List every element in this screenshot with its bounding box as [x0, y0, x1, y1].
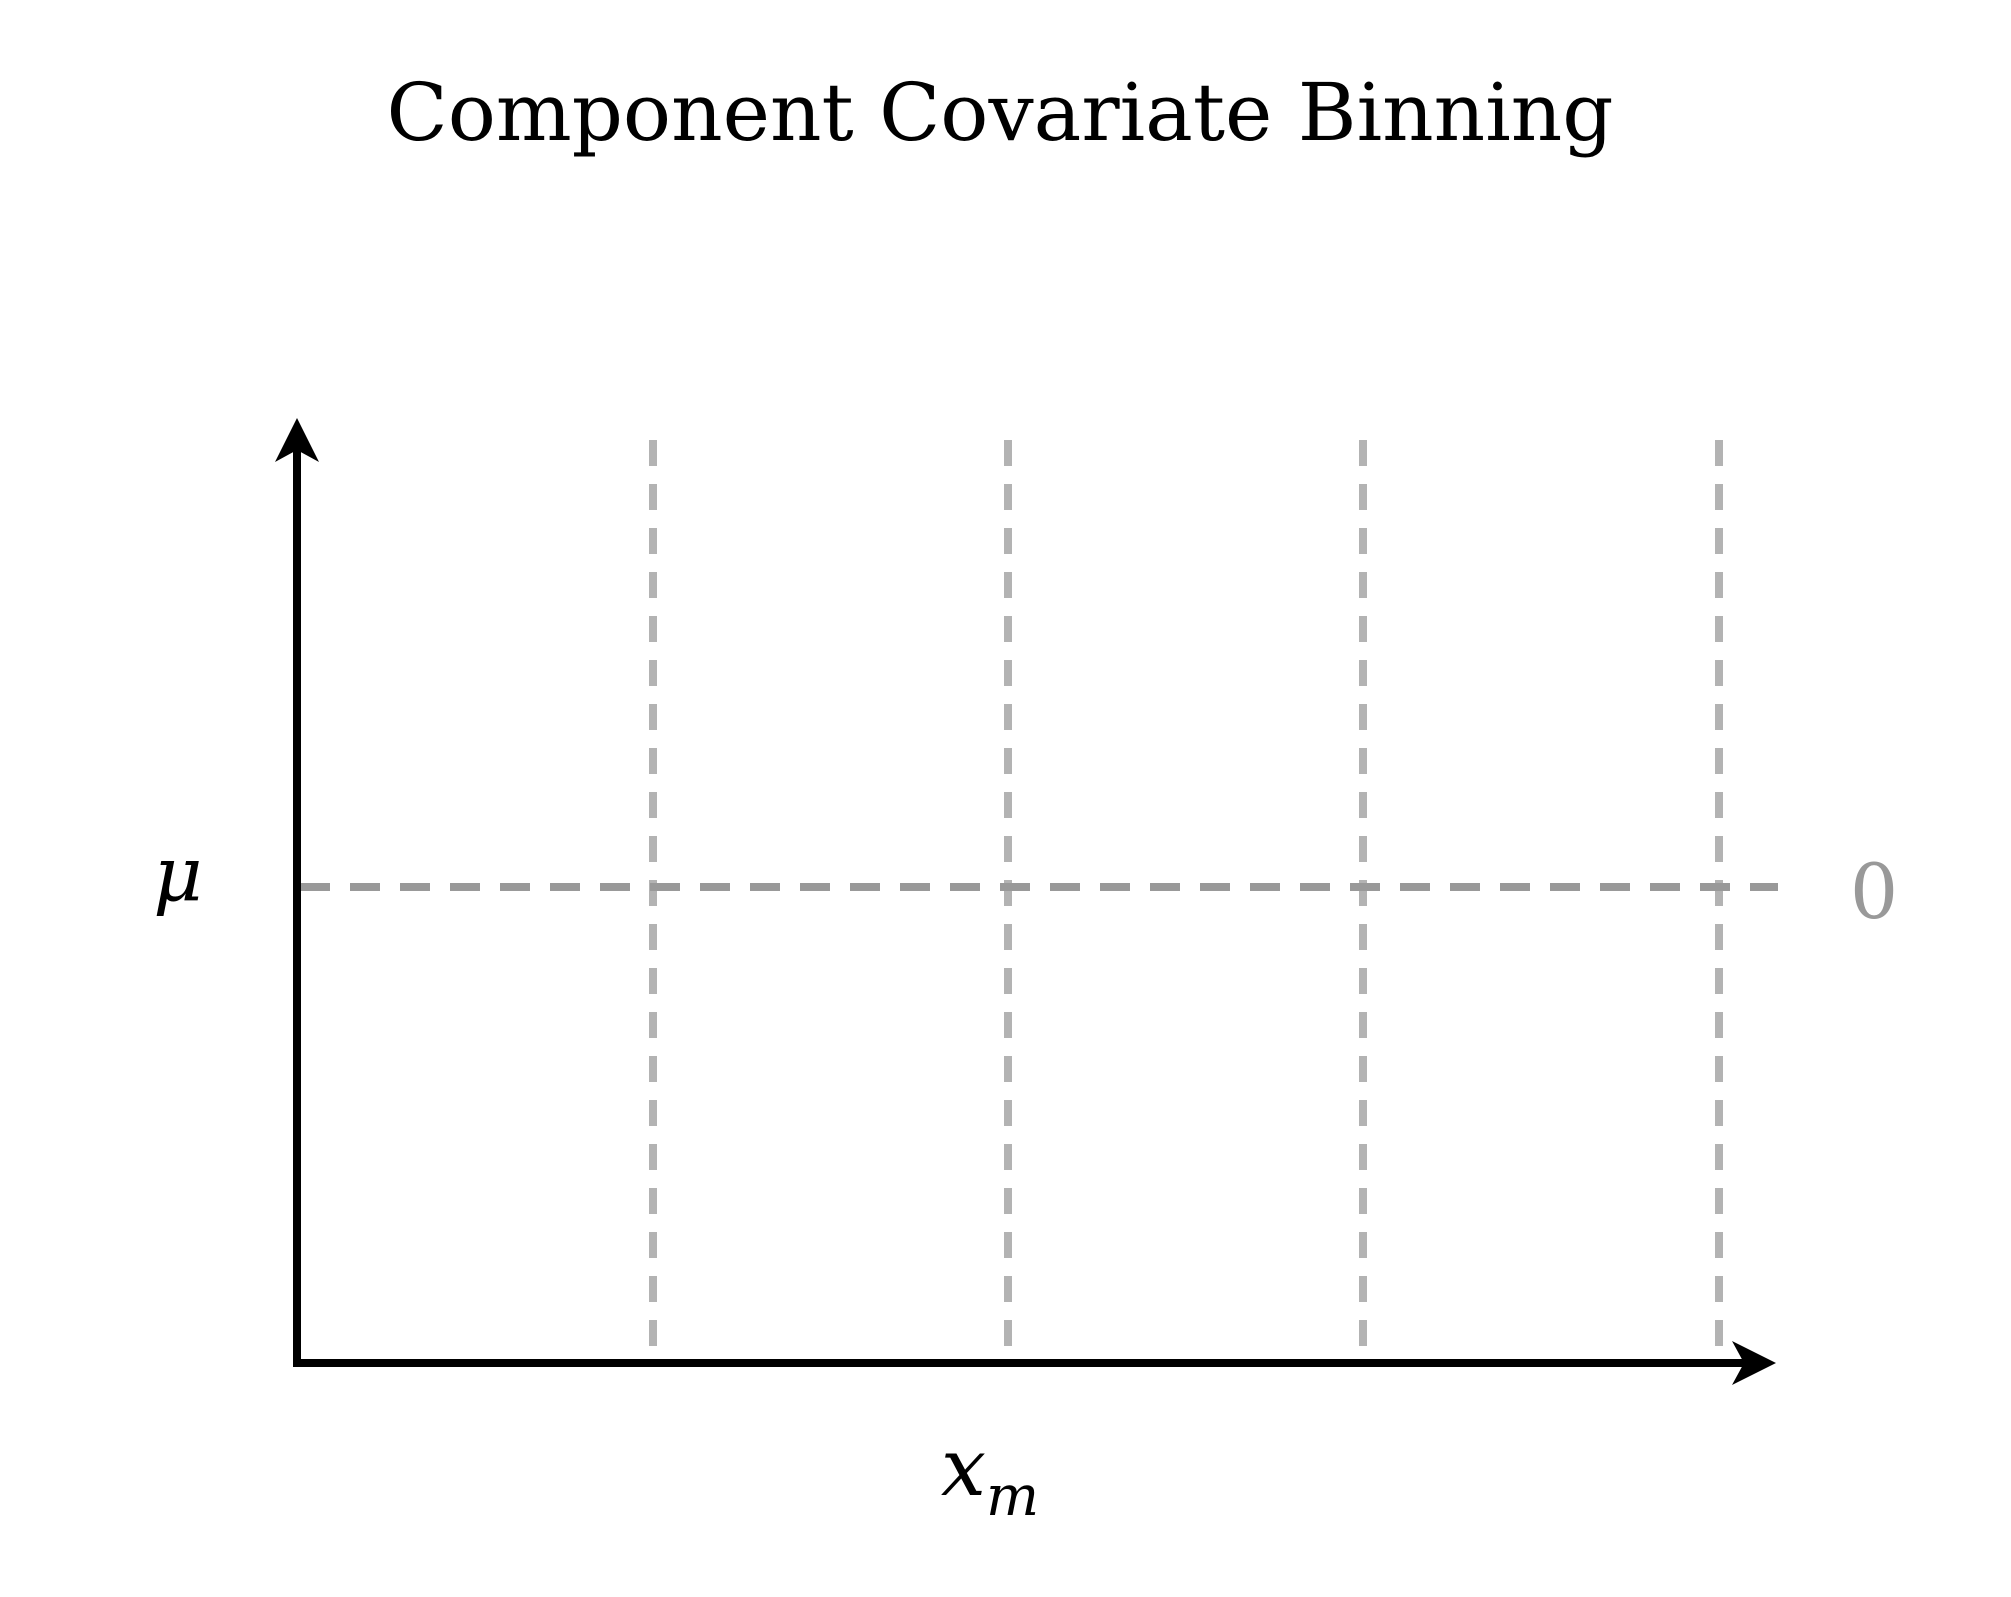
y-axis-arrowhead: [275, 418, 319, 462]
y-axis-label: μ: [153, 829, 202, 918]
diagram-title: Component Covariate Binning: [386, 66, 1613, 159]
axes: [275, 418, 1776, 1385]
x-axis-label-base: x: [941, 1421, 986, 1514]
bin-boundaries: [649, 440, 1723, 1362]
zero-label: 0: [1850, 847, 1898, 936]
x-axis-label-subscript: m: [986, 1464, 1039, 1529]
x-axis-arrowhead: [1732, 1341, 1776, 1385]
x-axis-label: xm: [941, 1421, 1039, 1529]
